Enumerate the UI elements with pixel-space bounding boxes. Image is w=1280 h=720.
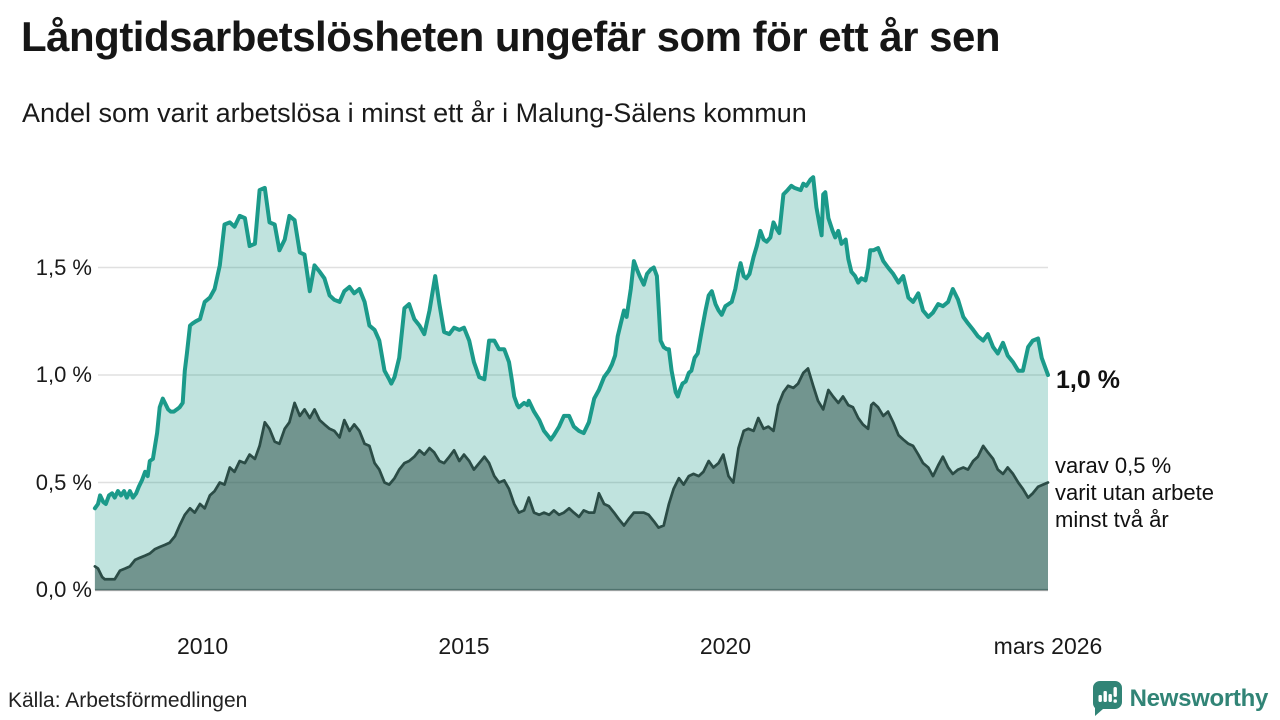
- chart-title: Långtidsarbetslösheten ungefär som för e…: [21, 13, 1001, 60]
- newsworthy-logo-text: Newsworthy: [1129, 684, 1269, 712]
- annotation-line: varit utan arbete: [1055, 480, 1214, 505]
- series-2-line: [93, 367, 1050, 581]
- annotation-line: minst två år: [1055, 507, 1169, 532]
- y-tick-label: 0,5 %: [35, 469, 92, 495]
- x-tick-label: 2020: [699, 633, 751, 659]
- x-tick-label: 2015: [438, 633, 490, 659]
- y-tick-label: 0,0 %: [35, 577, 92, 602]
- y-tick-label: 1,5 %: [35, 254, 92, 280]
- series-1-line: [92, 175, 1050, 511]
- x-tick-label: 2010: [176, 633, 229, 659]
- y-tick-label: 1,0 %: [35, 362, 92, 387]
- chart-subtitle: Andel som varit arbetslösa i minst ett å…: [22, 98, 807, 128]
- newsworthy-logo: Newsworthy: [1092, 680, 1268, 717]
- newsworthy-chart-bubble-icon: [1092, 681, 1122, 716]
- x-tick-label: mars 2026: [993, 633, 1103, 659]
- series1-end-value-label: 1,0 %: [1056, 366, 1120, 394]
- annotation-line: varav 0,5 %: [1055, 453, 1172, 478]
- source-caption: Källa: Arbetsförmedlingen: [8, 689, 248, 712]
- series-2-area: [94, 368, 1048, 590]
- series2-end-annotation: varav 0,5 % varit utan arbete minst två …: [1055, 452, 1214, 533]
